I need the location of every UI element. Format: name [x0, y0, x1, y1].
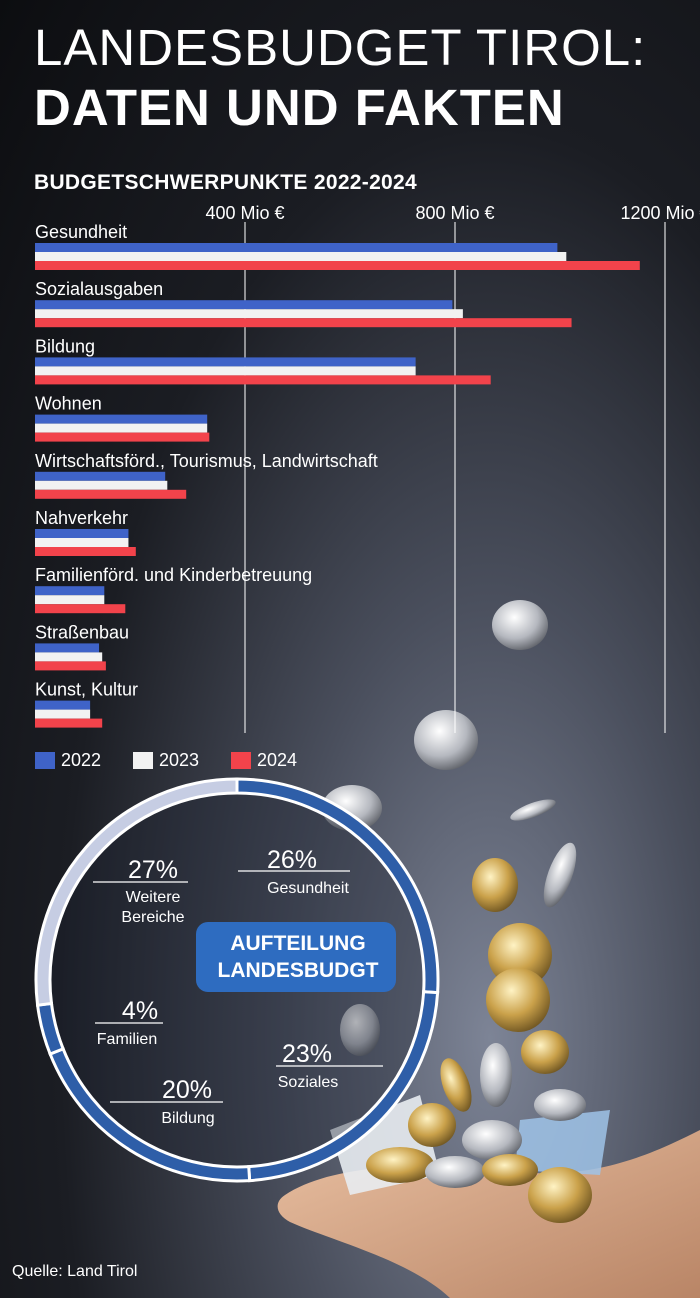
bar-bildung-2024 — [35, 375, 491, 385]
legend-label-2024: 2024 — [257, 750, 297, 770]
legend-swatch-2024 — [231, 752, 251, 769]
category-label-gesundheit: Gesundheit — [35, 222, 127, 242]
donut-chart: 26% Gesundheit 23% Soziales 20% Bildung 4% Fami… — [34, 777, 440, 1183]
bar-chart-title: BUDGETSCHWERPUNKTE 2022-2024 — [34, 171, 417, 194]
bar-gesundheit-2023 — [35, 252, 567, 261]
bar-strassenbau-2023 — [35, 652, 103, 662]
bar-wohnen-2022 — [35, 414, 208, 424]
bar-nahverkehr-2023 — [35, 538, 129, 547]
donut-title-badge — [196, 922, 396, 992]
legend-swatch-2023 — [133, 752, 153, 769]
donut-label-gesundheit: Gesundheit — [267, 880, 349, 897]
title-line-1: LANDESBUDGET TIROL: — [34, 19, 647, 76]
legend-label-2022: 2022 — [61, 750, 101, 770]
bar-bildung-2022 — [35, 357, 416, 367]
donut-pct-bildung: 20% — [162, 1076, 212, 1104]
category-label-nahverkehr: Nahverkehr — [35, 508, 128, 528]
bar-kunst-kultur-2023 — [35, 709, 91, 719]
donut-slice-weitere-bereiche — [34, 777, 239, 1007]
bar-familienfoerd-und-kinderbetreuung-2023 — [35, 595, 105, 605]
bar-sozialausgaben-2023 — [35, 309, 463, 319]
donut-label-bildung: Bildung — [161, 1110, 214, 1127]
bar-nahverkehr-2022 — [35, 529, 129, 538]
category-label-bildung: Bildung — [35, 336, 95, 356]
donut-label-familien: Familien — [97, 1031, 157, 1048]
bar-wohnen-2024 — [35, 432, 210, 442]
donut-label-weitere-bereiche: Weitere — [126, 889, 181, 906]
bar-gesundheit-2022 — [35, 243, 558, 252]
donut-label-soziales: Soziales — [278, 1074, 338, 1091]
bar-chart-x-ticks: 400 Mio € 800 Mio € 1200 Mio € — [205, 203, 700, 223]
bar-familienfoerd-und-kinderbetreuung-2024 — [35, 604, 126, 614]
bar-nahverkehr-2024 — [35, 547, 136, 556]
donut-title: LANDESBUDGT — [218, 959, 379, 982]
bar-strassenbau-2022 — [35, 643, 100, 653]
coins-hand-illustration — [277, 600, 700, 1298]
category-label-sozialausgaben: Sozialausgaben — [35, 279, 163, 299]
legend-swatch-2022 — [35, 752, 55, 769]
category-label-wohnen: Wohnen — [35, 394, 102, 414]
bar-sozialausgaben-2024 — [35, 318, 572, 328]
donut-pct-gesundheit: 26% — [267, 846, 317, 874]
donut-pct-familien: 4% — [122, 997, 158, 1025]
bar-kunst-kultur-2024 — [35, 718, 103, 728]
category-label-familienfoerd-und-kinderbetreuung: Familienförd. und Kinderbetreuung — [35, 565, 312, 585]
bar-kunst-kultur-2022 — [35, 700, 91, 710]
bar-gesundheit-2024 — [35, 261, 640, 270]
category-label-strassenbau: Straßenbau — [35, 622, 129, 642]
x-tick-label: 400 Mio € — [205, 203, 284, 223]
bar-chart-bars — [35, 243, 640, 728]
category-label-wirtschaftsfoerd-tourismus-landwirtschaft: Wirtschaftsförd., Tourismus, Landwirtsch… — [35, 451, 378, 471]
bar-wirtschaftsfoerd-tourismus-landwirtschaft-2024 — [35, 489, 187, 499]
bar-wohnen-2023 — [35, 423, 208, 433]
source-note: Quelle: Land Tirol — [12, 1263, 138, 1280]
donut-title: AUFTEILUNG — [230, 932, 365, 955]
donut-pct-soziales: 23% — [282, 1040, 332, 1068]
title-line-2: DATEN UND FAKTEN — [34, 79, 565, 136]
bar-familienfoerd-und-kinderbetreuung-2022 — [35, 586, 105, 596]
legend-label-2023: 2023 — [159, 750, 199, 770]
bar-strassenbau-2024 — [35, 661, 106, 671]
bar-bildung-2023 — [35, 366, 416, 376]
x-tick-label: 800 Mio € — [415, 203, 494, 223]
category-label-kunst-kultur: Kunst, Kultur — [35, 680, 138, 700]
bar-chart-grid — [244, 222, 666, 733]
bar-chart-legend: 2022 2023 2024 — [35, 750, 297, 770]
bar-wirtschaftsfoerd-tourismus-landwirtschaft-2023 — [35, 480, 168, 490]
bar-chart-category-labels: Gesundheit Sozialausgaben Bildung Wohnen Wir… — [35, 222, 378, 700]
bar-sozialausgaben-2022 — [35, 300, 453, 310]
x-tick-label: 1200 Mio € — [620, 203, 700, 223]
donut-label-weitere-bereiche: Bereiche — [121, 909, 184, 926]
bar-wirtschaftsfoerd-tourismus-landwirtschaft-2022 — [35, 471, 166, 481]
donut-pct-weitere-bereiche: 27% — [128, 856, 178, 884]
